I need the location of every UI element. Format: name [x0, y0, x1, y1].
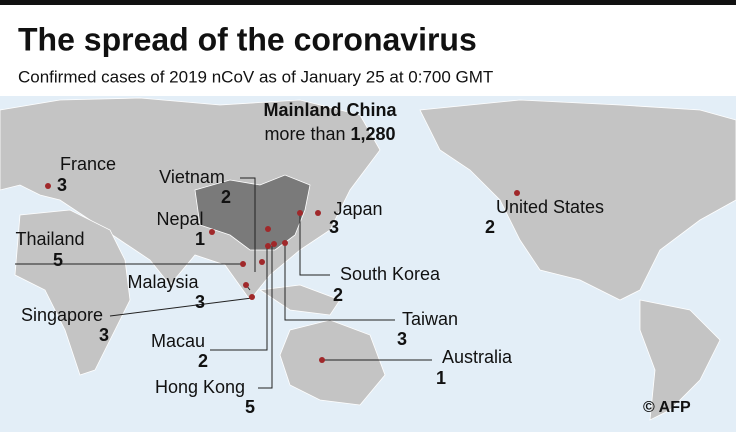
location-name: Macau — [151, 331, 205, 351]
africa — [14, 209, 131, 376]
case-count: 5 — [53, 250, 63, 270]
case-count: 2 — [198, 351, 208, 371]
location-name: France — [60, 154, 116, 174]
location-name: Singapore — [21, 305, 103, 325]
case-count: 2 — [333, 285, 343, 305]
leader-line — [109, 297, 253, 317]
location-name: Japan — [333, 199, 382, 219]
location-dot — [45, 183, 51, 189]
location-dot — [209, 229, 215, 235]
location-dot — [315, 210, 321, 216]
location-dot — [271, 241, 277, 247]
location-name: Vietnam — [159, 167, 225, 187]
case-count: 3 — [329, 217, 339, 237]
leader-line — [284, 244, 395, 321]
location-count-line: more than 1,280 — [264, 124, 395, 144]
location-name: Australia — [442, 347, 513, 367]
location-name: Thailand — [15, 229, 84, 249]
location-dot — [265, 226, 271, 232]
location-dot — [249, 294, 255, 300]
case-count: 1 — [195, 229, 205, 249]
title: The spread of the coronavirus — [18, 21, 477, 57]
leader-line — [210, 246, 268, 351]
location-name: South Korea — [340, 264, 441, 284]
land — [0, 97, 736, 421]
location-name: Malaysia — [127, 272, 199, 292]
location-dot — [243, 282, 249, 288]
location-dot — [282, 240, 288, 246]
north-america — [419, 99, 736, 301]
case-count: 3 — [99, 325, 109, 345]
leader-lines — [15, 177, 432, 389]
case-count: 1,280 — [351, 124, 396, 144]
location-dot — [240, 261, 246, 267]
subtitle: Confirmed cases of 2019 nCoV as of Janua… — [18, 67, 493, 86]
location-dot — [319, 357, 325, 363]
location-dot — [265, 243, 271, 249]
case-count: 5 — [245, 397, 255, 417]
leader-line — [258, 246, 273, 389]
case-count: 2 — [485, 217, 495, 237]
case-count: 3 — [397, 329, 407, 349]
case-count: 2 — [221, 187, 231, 207]
south-america — [639, 299, 721, 421]
location-name: Mainland China — [263, 100, 397, 120]
top-bar — [0, 0, 736, 5]
case-count: 1 — [436, 368, 446, 388]
location-name: Hong Kong — [155, 377, 245, 397]
location-name: Taiwan — [402, 309, 458, 329]
location-name: Nepal — [156, 209, 203, 229]
location-dot — [514, 190, 520, 196]
credit: © AFP — [643, 399, 691, 416]
case-count: 3 — [195, 292, 205, 312]
location-dot — [259, 259, 265, 265]
location-name: United States — [496, 197, 604, 217]
count-prefix: more than — [264, 124, 345, 144]
location-dot — [297, 210, 303, 216]
australia — [279, 319, 386, 406]
case-count: 3 — [57, 175, 67, 195]
leader-line — [299, 214, 330, 276]
leader-line — [240, 177, 256, 272]
